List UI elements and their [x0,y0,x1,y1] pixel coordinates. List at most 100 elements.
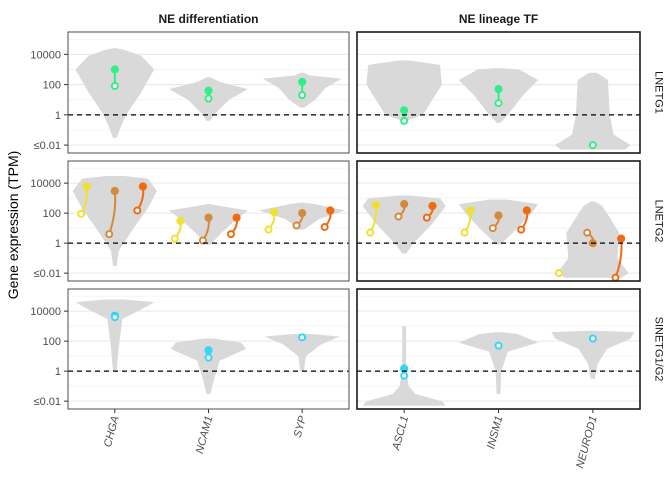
violin-neurod1 [555,72,631,150]
panel-lnetg2-ne-lineage-tf [356,160,641,282]
point-open [110,313,119,322]
panels-layer: NE differentiation NE lineage TF LNETG1 LNE… [30,12,664,470]
panel-lnetg1-ne-differentiation [67,31,350,154]
x-tick-label-syp: SYP [292,414,309,439]
point-open [588,141,597,150]
y-tick-label: ≤0.01 [34,140,61,152]
point-open [394,212,403,221]
column-strip-title: NE lineage TF [459,12,538,26]
point-filled [522,206,531,215]
x-tick-label-ncam1: NCAM1 [194,415,216,455]
point-open [554,269,563,278]
point-filled [176,216,185,226]
panel-sinetg1-g2-ne-differentiation [67,288,350,410]
point-filled [138,182,148,191]
point-open [204,94,213,103]
panel-content [366,60,631,150]
point-filled [269,207,279,217]
violin-ascl1 [366,60,442,121]
y-tick-label: 100 [43,208,61,220]
point-open [105,230,114,239]
point-open [517,225,526,234]
point-open [494,99,503,108]
point-open [366,228,375,237]
point-open [588,334,597,343]
point-open [226,230,235,239]
point-open [400,116,409,125]
row-strip-title: SINETG1/G2 [653,317,665,382]
point-open [170,234,179,243]
violin-chga [75,48,155,138]
point-open [133,206,142,215]
point-open [198,236,207,245]
point-open [422,213,431,222]
row-strip-title: LNETG2 [653,200,665,243]
point-filled [400,106,409,115]
violin-neurod1 [551,330,635,379]
y-tick-label: ≤0.01 [34,396,61,408]
point-open [77,209,86,218]
point-open [494,341,503,350]
panel-border [67,160,350,282]
point-filled [204,213,213,222]
row-strip-title: LNETG1 [653,71,665,114]
panel-content [75,48,342,138]
violin-chga [75,299,155,372]
panel-lnetg1-ne-lineage-tf [356,31,641,154]
y-tick-label: 1 [55,366,61,378]
violin-syp [264,334,340,372]
point-filled [494,85,503,94]
point-open [204,353,213,362]
y-tick-label: 10000 [30,49,61,61]
point-open [298,333,307,342]
y-axis-label: Gene expression (TPM) [5,151,21,300]
point-filled [326,206,335,215]
violin-ncam1 [171,338,246,394]
panel-sinetg1-g2-ne-lineage-tf [356,288,641,410]
point-filled [298,77,307,87]
panel-border [356,160,641,282]
y-tick-label: ≤0.01 [34,268,61,280]
point-filled [400,200,409,209]
violin-chga [72,176,157,266]
point-filled [371,200,380,210]
y-tick-label: 1 [55,110,61,122]
point-filled [110,65,119,74]
point-open [292,221,301,230]
point-filled [494,211,503,220]
point-filled [617,234,626,243]
point-filled [204,86,213,95]
panel-border [356,31,641,154]
panel-content [75,299,340,394]
column-strip-title: NE differentiation [158,12,258,26]
panel-border [67,31,350,154]
y-tick-label: 1 [55,238,61,250]
y-tick-label: 10000 [30,178,61,190]
point-open [583,228,592,237]
point-filled [232,213,241,222]
point-filled [204,346,213,355]
panel-content [72,176,346,266]
point-filled [110,186,119,196]
panel-content [362,195,629,281]
point-filled [298,209,307,218]
point-open [400,371,409,380]
point-open [488,224,497,233]
panel-content [362,326,635,406]
point-open [298,91,307,100]
x-tick-label-chga: CHGA [102,415,122,449]
violin-insm1 [458,332,539,394]
violin-ascl1 [362,195,446,254]
y-tick-label: 10000 [30,306,61,318]
x-tick-label-ascl1: ASCL1 [390,415,411,453]
point-open [110,82,119,91]
panel-lnetg2-ne-differentiation [67,160,350,282]
point-filled [466,206,475,215]
x-tick-label-neurod1: NEUROD1 [574,415,600,470]
x-tick-label-insm1: INSM1 [485,415,505,451]
point-open [460,228,469,237]
point-filled [428,201,437,211]
y-tick-label: 100 [43,336,61,348]
y-tick-label: 100 [43,80,61,92]
